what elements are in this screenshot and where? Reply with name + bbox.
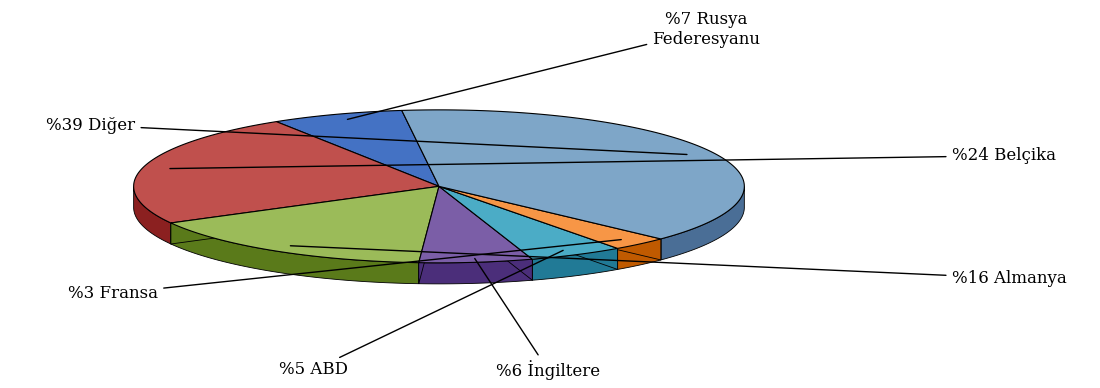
Polygon shape: [439, 186, 532, 280]
Text: %16 Almanya: %16 Almanya: [290, 246, 1066, 287]
Polygon shape: [419, 259, 532, 284]
Polygon shape: [170, 186, 439, 244]
Polygon shape: [419, 186, 439, 284]
Text: %6 İngiltere: %6 İngiltere: [475, 258, 601, 380]
Polygon shape: [439, 186, 617, 269]
Polygon shape: [276, 111, 439, 186]
Polygon shape: [661, 187, 745, 260]
Polygon shape: [170, 186, 439, 244]
Polygon shape: [133, 121, 439, 223]
Polygon shape: [532, 248, 617, 280]
Text: %5 ABD: %5 ABD: [279, 250, 563, 378]
Polygon shape: [170, 186, 439, 263]
Polygon shape: [439, 186, 617, 259]
Text: %39 Diğer: %39 Diğer: [46, 117, 688, 154]
Polygon shape: [439, 186, 661, 260]
Text: %24 Belçika: %24 Belçika: [169, 147, 1056, 168]
Polygon shape: [439, 186, 661, 260]
Polygon shape: [439, 186, 661, 248]
Polygon shape: [419, 186, 439, 284]
Polygon shape: [439, 186, 532, 280]
Text: %3 Fransa: %3 Fransa: [68, 240, 621, 302]
Polygon shape: [419, 186, 532, 263]
Polygon shape: [133, 187, 170, 244]
Polygon shape: [170, 223, 419, 284]
Polygon shape: [402, 110, 745, 239]
Polygon shape: [617, 239, 661, 269]
Polygon shape: [439, 186, 617, 269]
Text: %7 Rusya
Federesyanu: %7 Rusya Federesyanu: [348, 11, 760, 120]
